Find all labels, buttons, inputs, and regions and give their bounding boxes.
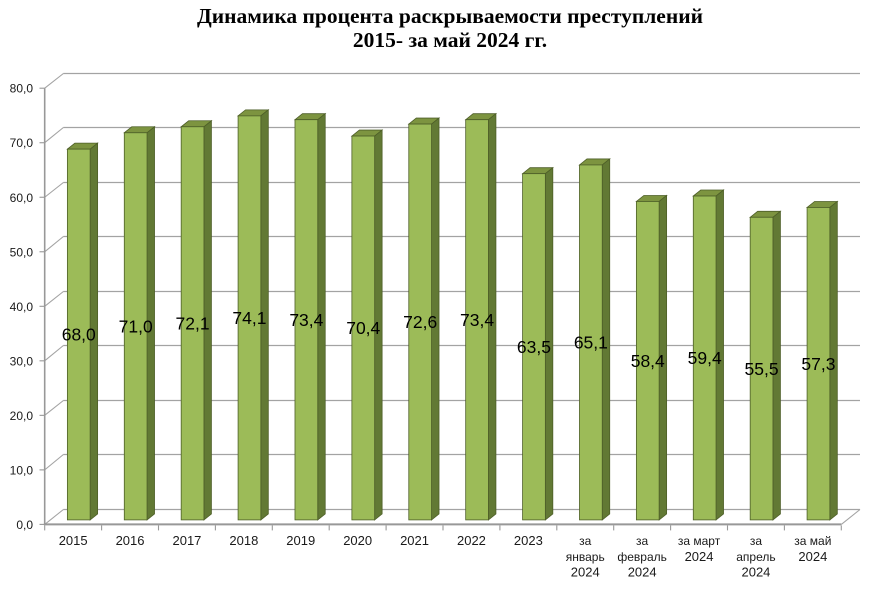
svg-text:за: за xyxy=(750,534,763,548)
svg-text:апрель: апрель xyxy=(736,550,775,564)
svg-text:2023: 2023 xyxy=(514,533,543,548)
svg-text:2018: 2018 xyxy=(229,533,258,548)
svg-text:58,4: 58,4 xyxy=(631,351,665,371)
svg-text:за март: за март xyxy=(678,534,721,548)
svg-text:65,1: 65,1 xyxy=(574,333,608,353)
svg-text:2017: 2017 xyxy=(172,533,201,548)
svg-text:73,4: 73,4 xyxy=(289,310,323,330)
svg-text:68,0: 68,0 xyxy=(62,325,96,345)
svg-text:Динамика процента раскрываемос: Динамика процента раскрываемости преступ… xyxy=(197,4,703,28)
svg-text:72,1: 72,1 xyxy=(176,314,210,334)
svg-text:за: за xyxy=(636,534,649,548)
svg-text:20,0: 20,0 xyxy=(10,409,34,423)
svg-text:2024: 2024 xyxy=(685,549,714,564)
svg-text:57,3: 57,3 xyxy=(801,354,835,374)
svg-text:70,0: 70,0 xyxy=(10,136,34,150)
svg-text:71,0: 71,0 xyxy=(119,317,153,337)
svg-text:2024: 2024 xyxy=(628,565,657,580)
svg-text:2015- за май 2024 гг.: 2015- за май 2024 гг. xyxy=(353,28,547,52)
svg-text:2020: 2020 xyxy=(343,533,372,548)
svg-text:55,5: 55,5 xyxy=(745,359,779,379)
svg-text:февраль: февраль xyxy=(617,550,667,564)
svg-text:2021: 2021 xyxy=(400,533,429,548)
svg-text:73,4: 73,4 xyxy=(460,310,494,330)
svg-text:2024: 2024 xyxy=(741,565,770,580)
svg-text:2016: 2016 xyxy=(116,533,145,548)
svg-text:63,5: 63,5 xyxy=(517,337,551,357)
svg-text:60,0: 60,0 xyxy=(10,191,34,205)
svg-text:январь: январь xyxy=(566,550,605,564)
svg-text:2015: 2015 xyxy=(59,533,88,548)
svg-text:2019: 2019 xyxy=(286,533,315,548)
svg-text:59,4: 59,4 xyxy=(688,348,722,368)
svg-text:за май: за май xyxy=(794,534,831,548)
svg-text:2022: 2022 xyxy=(457,533,486,548)
svg-text:10,0: 10,0 xyxy=(10,463,34,477)
svg-text:80,0: 80,0 xyxy=(10,82,34,96)
svg-text:2024: 2024 xyxy=(798,549,827,564)
svg-text:72,6: 72,6 xyxy=(403,312,437,332)
svg-text:70,4: 70,4 xyxy=(346,318,380,338)
svg-text:2024: 2024 xyxy=(571,565,600,580)
svg-text:30,0: 30,0 xyxy=(10,354,34,368)
svg-text:40,0: 40,0 xyxy=(10,300,34,314)
svg-text:50,0: 50,0 xyxy=(10,245,34,259)
svg-text:за: за xyxy=(579,534,592,548)
svg-text:74,1: 74,1 xyxy=(232,308,266,328)
svg-text:0,0: 0,0 xyxy=(16,518,33,532)
